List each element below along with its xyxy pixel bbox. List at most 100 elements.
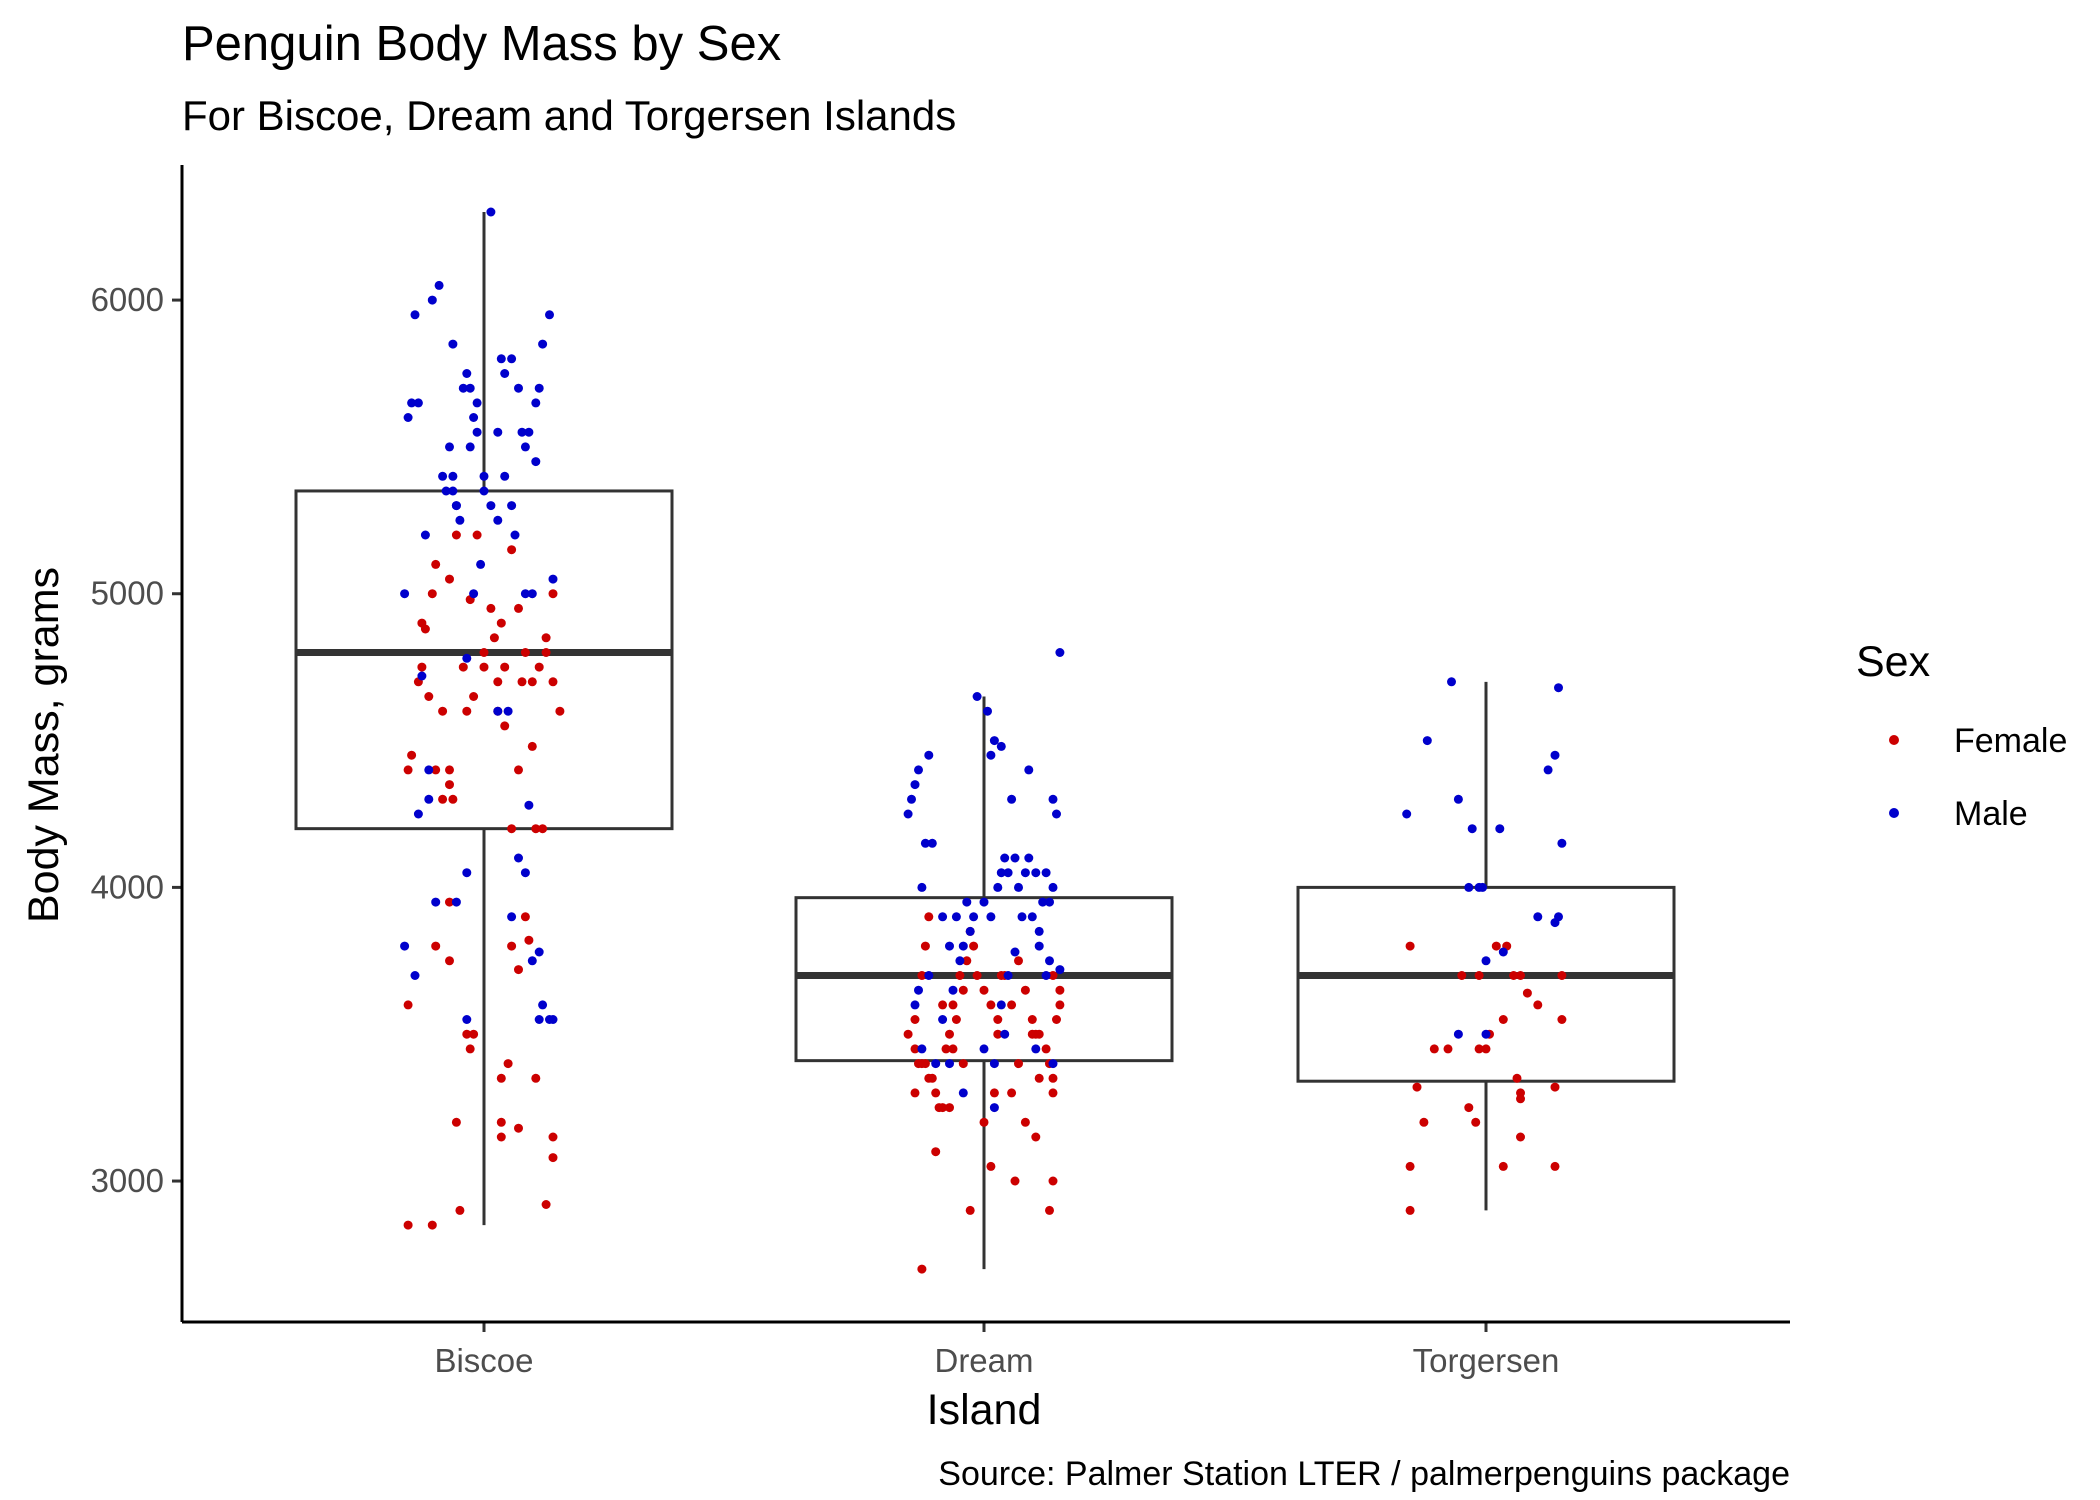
point-biscoe-male <box>538 1000 548 1010</box>
point-biscoe-male <box>448 486 458 496</box>
point-torgersen-female <box>1516 1094 1525 1104</box>
point-dream-female <box>1014 956 1023 966</box>
point-dream-female <box>958 1059 968 1069</box>
point-dream-male <box>969 912 979 922</box>
point-biscoe-male <box>451 501 461 511</box>
point-dream-male <box>979 897 989 907</box>
point-dream-female <box>941 1044 951 1054</box>
box-iqr <box>294 489 674 831</box>
legend-label-male: Male <box>1954 795 2028 833</box>
point-dream-male <box>1003 868 1013 878</box>
point-biscoe-male <box>514 853 523 863</box>
point-dream-female <box>986 1161 996 1171</box>
point-torgersen-female <box>1429 1044 1439 1054</box>
point-dream-male <box>1052 809 1061 819</box>
point-dream-male <box>962 897 972 907</box>
point-biscoe-female <box>417 662 427 672</box>
legend-swatch-female <box>1889 735 1899 745</box>
point-biscoe-female <box>445 956 454 966</box>
point-torgersen-male <box>1533 912 1543 922</box>
point-biscoe-male <box>472 398 482 408</box>
point-biscoe-female <box>538 824 548 834</box>
point-dream-male <box>948 985 958 995</box>
point-biscoe-female <box>455 1205 465 1215</box>
point-biscoe-male <box>420 530 430 540</box>
point-torgersen-female <box>1474 971 1484 980</box>
point-biscoe-male <box>493 515 503 525</box>
point-dream-female <box>910 1015 920 1024</box>
point-biscoe-male <box>524 800 534 810</box>
point-biscoe-female <box>531 1073 541 1083</box>
point-dream-female <box>951 1015 961 1024</box>
point-torgersen-male <box>1550 750 1560 760</box>
point-biscoe-male <box>496 354 506 364</box>
point-torgersen-male <box>1557 838 1567 848</box>
point-dream-male <box>996 868 1006 878</box>
point-biscoe-female <box>462 706 472 716</box>
point-biscoe-male <box>410 310 420 320</box>
point-biscoe-male <box>465 383 475 393</box>
point-biscoe-male <box>455 515 465 525</box>
point-biscoe-female <box>548 677 558 687</box>
point-biscoe-male <box>434 280 444 290</box>
point-dream-female <box>920 941 930 951</box>
point-biscoe-female <box>507 545 517 555</box>
point-biscoe-male <box>417 671 427 681</box>
point-biscoe-female <box>517 677 527 687</box>
point-dream-male <box>958 1088 968 1098</box>
point-torgersen-female <box>1491 941 1501 951</box>
point-dream-female <box>945 1103 954 1113</box>
boxplot-layer <box>294 211 1676 1270</box>
point-dream-male <box>1038 897 1048 907</box>
point-dream-male <box>989 736 999 746</box>
point-dream-female <box>945 1029 954 1039</box>
point-dream-male <box>958 941 968 951</box>
y-tick-label: 6000 <box>91 281 164 318</box>
point-dream-female <box>910 1088 920 1098</box>
point-dream-male <box>938 1015 948 1024</box>
point-biscoe-female <box>438 706 448 716</box>
point-torgersen-male <box>1554 683 1563 693</box>
point-biscoe-male <box>424 794 434 804</box>
point-dream-male <box>1010 853 1020 863</box>
point-dream-male <box>989 1059 999 1069</box>
point-dream-male <box>1034 941 1044 951</box>
point-dream-female <box>989 1088 999 1098</box>
point-biscoe-male <box>486 501 496 511</box>
point-biscoe-female <box>514 1123 523 1133</box>
point-dream-male <box>965 926 975 936</box>
point-dream-female <box>1027 1029 1037 1039</box>
point-dream-female <box>979 1117 989 1127</box>
point-biscoe-male <box>465 442 475 452</box>
point-biscoe-male <box>527 589 537 599</box>
point-biscoe-male <box>514 383 523 393</box>
point-biscoe-female <box>431 941 441 951</box>
point-biscoe-female <box>438 794 448 804</box>
point-biscoe-female <box>431 559 441 569</box>
point-dream-female <box>1007 1000 1017 1010</box>
point-biscoe-female <box>496 1073 506 1083</box>
point-biscoe-female <box>403 1220 413 1230</box>
point-biscoe-male <box>534 383 544 393</box>
point-biscoe-male <box>486 207 496 217</box>
point-dream-female <box>1048 1073 1058 1083</box>
point-dream-male <box>1031 868 1041 878</box>
point-dream-male <box>917 1044 927 1054</box>
point-biscoe-female <box>417 618 427 628</box>
point-dream-male <box>1041 868 1051 878</box>
point-biscoe-female <box>500 662 510 672</box>
point-biscoe-female <box>424 692 434 701</box>
point-dream-female <box>1045 1205 1054 1215</box>
point-biscoe-male <box>493 706 503 716</box>
point-biscoe-female <box>496 1132 506 1142</box>
point-dream-male <box>924 971 934 980</box>
point-torgersen-male <box>1478 882 1487 892</box>
point-torgersen-female <box>1405 941 1415 951</box>
point-dream-male <box>1045 956 1054 966</box>
legend-item-male: Male <box>1889 795 2028 833</box>
point-dream-male <box>1055 648 1065 657</box>
y-tick-label: 5000 <box>91 575 164 612</box>
point-torgersen-female <box>1419 1117 1429 1127</box>
point-dream-male <box>955 956 965 966</box>
box-dream <box>794 696 1174 1270</box>
